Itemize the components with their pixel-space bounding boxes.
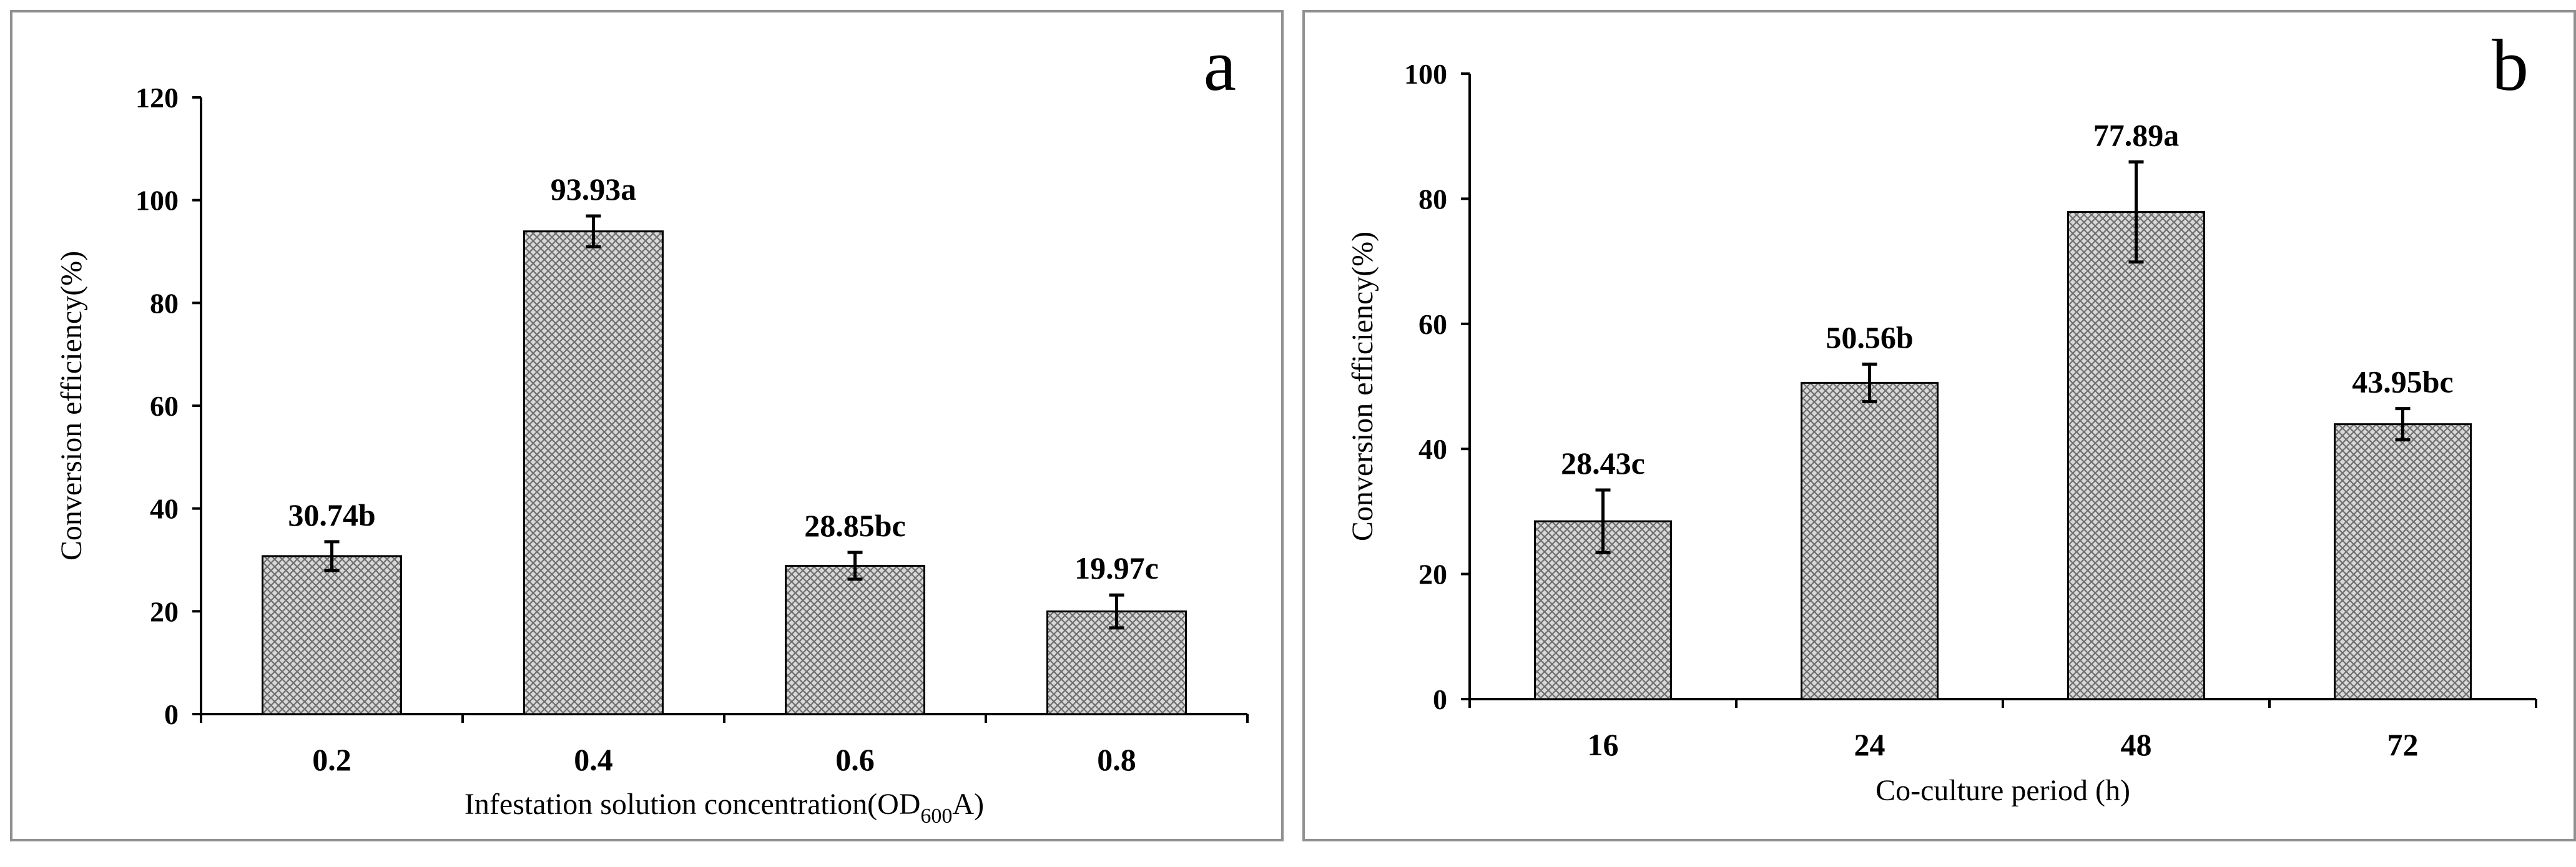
- error-bar: [324, 540, 340, 572]
- x-tick-label: 48: [2121, 727, 2152, 762]
- data-label: 93.93a: [551, 172, 637, 207]
- data-label: 30.74b: [288, 497, 375, 532]
- y-tick-label: 0: [164, 698, 179, 730]
- x-tick-label: 24: [1854, 727, 1885, 762]
- error-bar: [586, 214, 601, 248]
- data-label: 19.97c: [1074, 551, 1159, 585]
- y-tick-label: 40: [1418, 433, 1447, 465]
- y-tick-label: 60: [1418, 308, 1447, 340]
- bar: [2334, 423, 2472, 700]
- x-tick-label: 0.8: [1097, 742, 1136, 777]
- error-bar: [1109, 593, 1124, 630]
- y-axis-title: Conversion efficiency(%): [1346, 232, 1379, 541]
- x-tick-label: 0.4: [574, 742, 613, 777]
- error-bar: [1595, 488, 1611, 554]
- y-axis-title: Conversion efficiency(%): [55, 251, 88, 561]
- x-axis-title: Co-culture period (h): [1875, 774, 2130, 807]
- bar: [785, 564, 925, 715]
- y-tick-label: 20: [150, 595, 179, 627]
- y-tick-label: 100: [1404, 58, 1447, 90]
- data-label: 77.89a: [2093, 117, 2180, 152]
- error-bar: [1862, 362, 1877, 403]
- x-axis-title: Infestation solution concentration(OD600…: [465, 788, 984, 828]
- data-label: 28.43c: [1561, 446, 1645, 481]
- y-tick-label: 40: [150, 493, 179, 525]
- bar: [2067, 211, 2205, 700]
- error-bar: [847, 551, 863, 581]
- panel-letter: b: [2492, 24, 2529, 106]
- y-tick-label: 80: [1418, 183, 1447, 215]
- chart-panel-b: 0 20 40 60 80 100 28.43c 16 50.56b 24 77.89a 48 43.9…: [1302, 10, 2576, 841]
- y-tick-label: 80: [150, 287, 179, 319]
- x-tick-label: 72: [2387, 727, 2419, 762]
- x-tick-label: 16: [1588, 727, 1619, 762]
- y-tick-label: 20: [1418, 559, 1447, 590]
- bar: [523, 230, 664, 715]
- error-bar: [2128, 160, 2144, 264]
- y-tick-label: 100: [135, 185, 179, 217]
- panel-letter: a: [1204, 24, 1236, 106]
- data-label: 28.85bc: [804, 508, 906, 543]
- bar-chart-a: 0 20 40 60 80 100 120 30.74b 0.2 93.93a 0.4 28.85bc…: [55, 24, 1249, 828]
- chart-panel-a: 0 20 40 60 80 100 120 30.74b 0.2 93.93a 0.4 28.85bc…: [10, 10, 1284, 841]
- y-tick-label: 120: [135, 82, 179, 114]
- data-label: 43.95bc: [2352, 365, 2454, 399]
- error-bar: [2395, 407, 2411, 442]
- data-label: 50.56b: [1826, 320, 1913, 355]
- bar: [1801, 381, 1939, 700]
- y-tick-label: 60: [150, 390, 179, 422]
- bar: [262, 555, 402, 715]
- x-tick-label: 0.6: [835, 742, 875, 777]
- bar-chart-b: 0 20 40 60 80 100 28.43c 16 50.56b 24 77.89a 48 43.9…: [1346, 24, 2537, 807]
- y-tick-label: 0: [1433, 683, 1447, 715]
- x-tick-label: 0.2: [312, 742, 351, 777]
